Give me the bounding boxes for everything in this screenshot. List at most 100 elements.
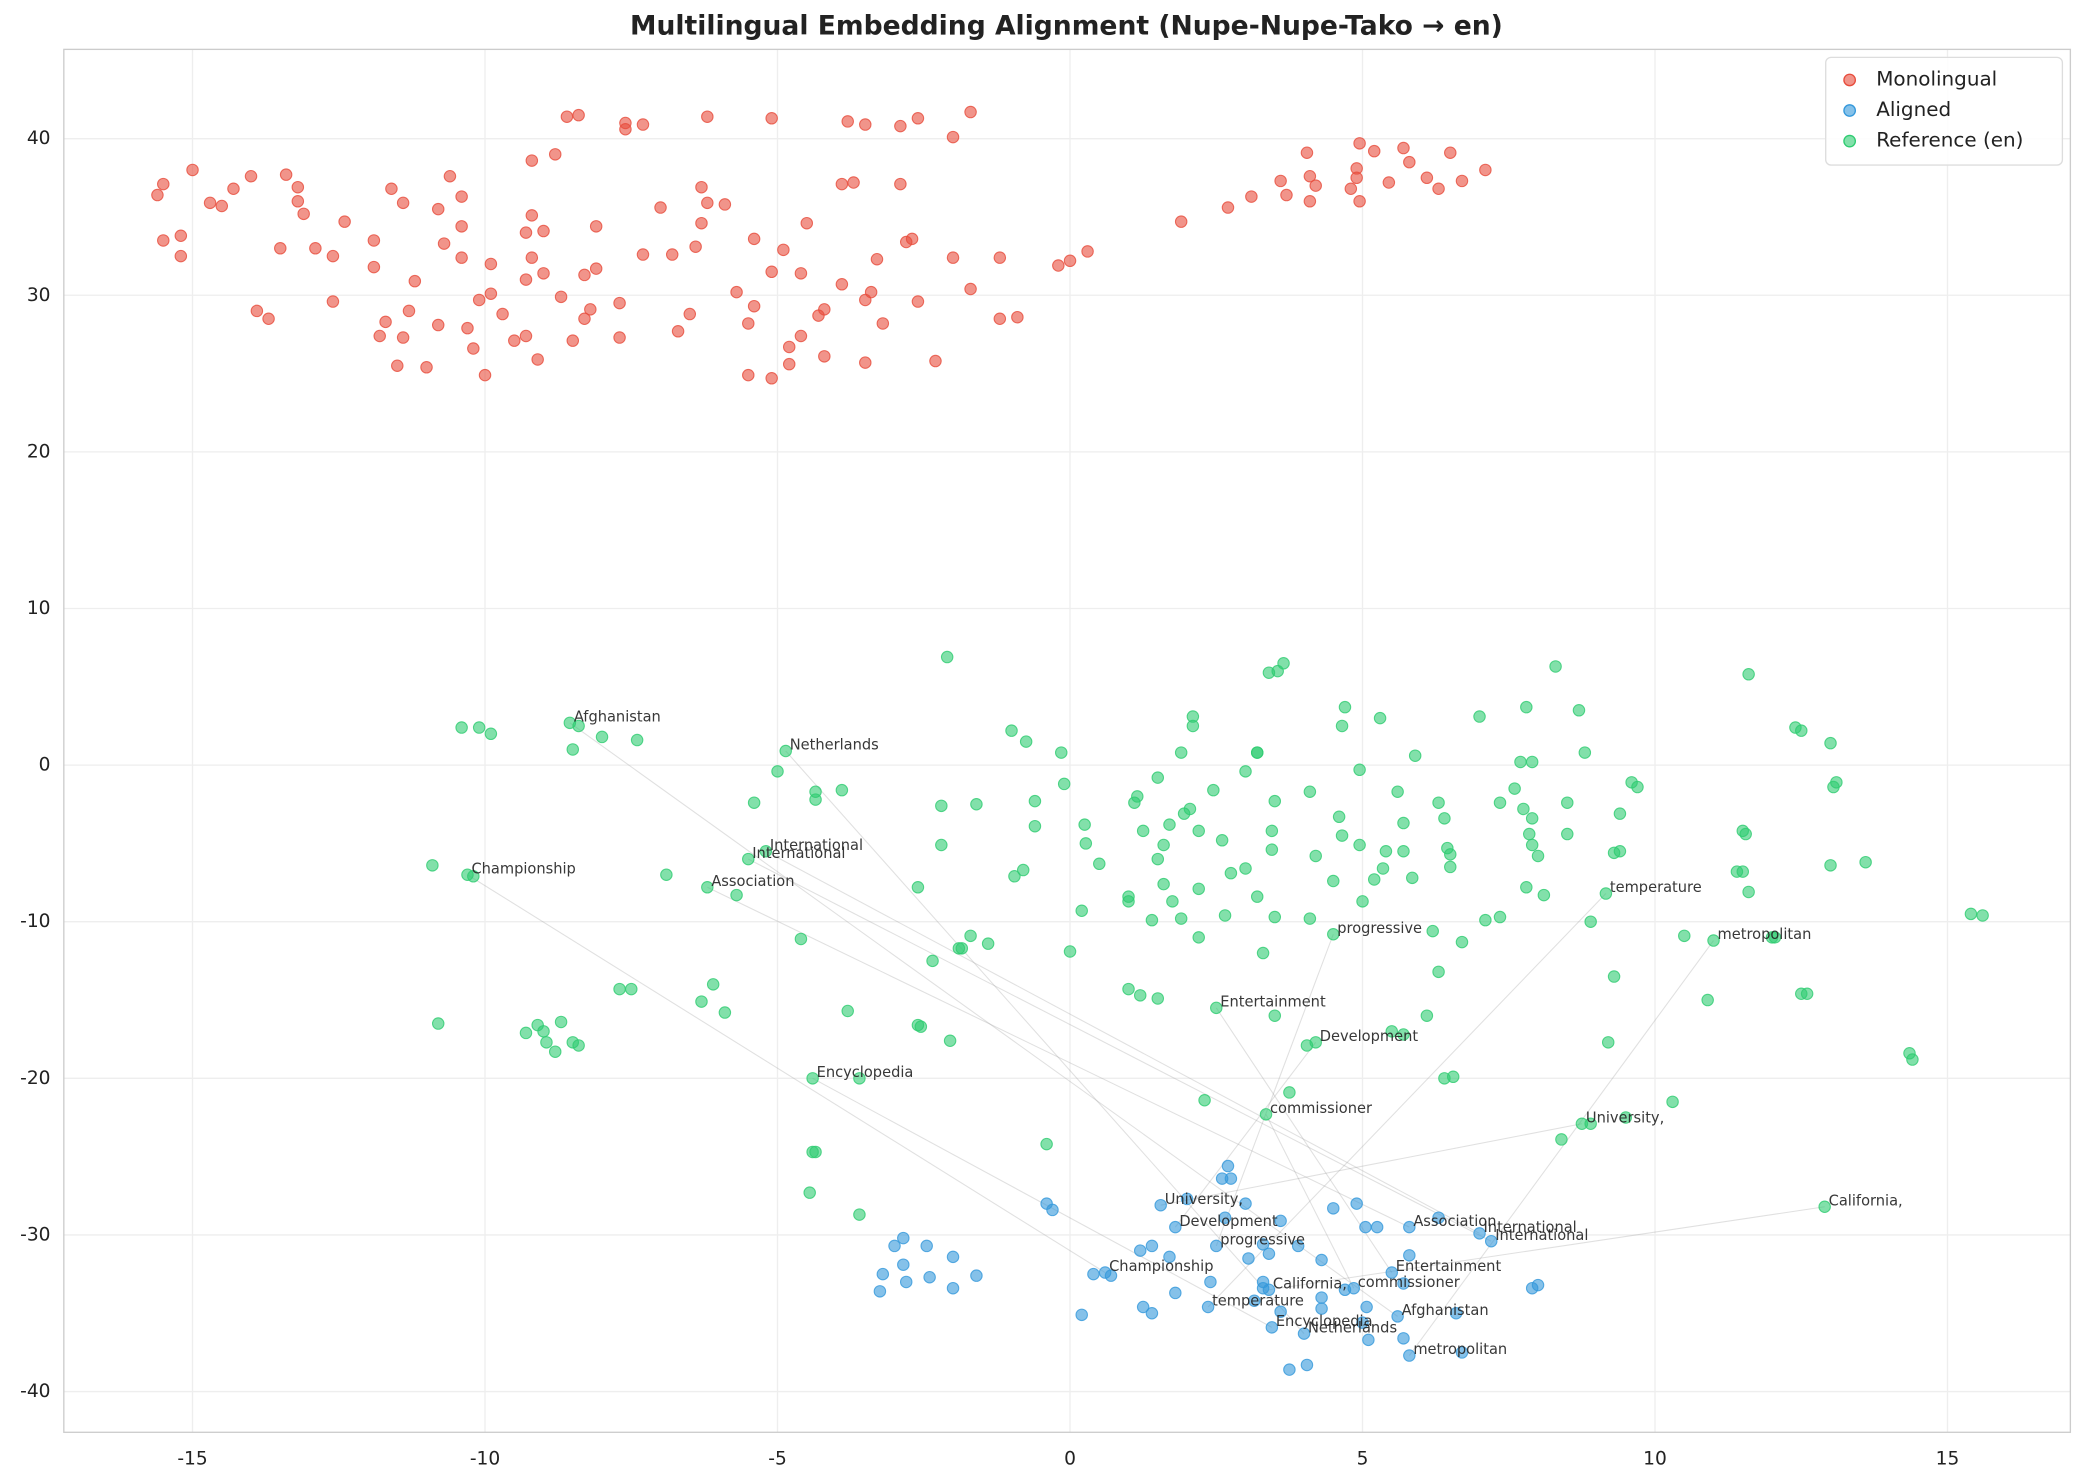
point xyxy=(841,1004,854,1018)
point xyxy=(1169,1220,1182,1234)
point xyxy=(636,248,650,261)
point xyxy=(572,1039,585,1052)
point xyxy=(1742,668,1755,681)
point xyxy=(1186,719,1200,733)
point xyxy=(935,838,948,852)
alignment-link xyxy=(1265,1114,1355,1289)
point xyxy=(1040,1137,1053,1151)
point xyxy=(1201,1300,1215,1314)
point xyxy=(1145,1239,1159,1253)
point xyxy=(1613,844,1627,858)
point xyxy=(701,196,714,210)
point xyxy=(1063,254,1077,268)
point xyxy=(1327,1202,1340,1215)
point xyxy=(835,783,849,797)
point xyxy=(1432,182,1445,196)
point xyxy=(1174,912,1188,925)
point xyxy=(654,201,667,214)
point xyxy=(1122,895,1135,908)
point xyxy=(461,321,474,335)
point xyxy=(1493,910,1507,924)
point xyxy=(613,331,626,344)
point xyxy=(519,273,533,286)
point-annotation: commissioner xyxy=(1270,1100,1372,1117)
point xyxy=(540,1036,553,1049)
point-annotation: Encyclopedia xyxy=(1276,1313,1373,1330)
point xyxy=(876,317,890,330)
point xyxy=(1136,1300,1150,1314)
point-annotation: Association xyxy=(1413,1213,1496,1230)
point xyxy=(1555,1133,1568,1146)
point xyxy=(1525,838,1539,852)
point xyxy=(943,1034,957,1048)
point xyxy=(923,1270,936,1284)
point xyxy=(1493,796,1507,809)
plot-frame xyxy=(63,48,2072,1433)
point xyxy=(1707,934,1720,947)
point-annotation: commissioner xyxy=(1358,1274,1460,1291)
point xyxy=(1104,1269,1118,1282)
point xyxy=(771,765,784,778)
point xyxy=(777,243,790,257)
point xyxy=(905,232,919,246)
point xyxy=(326,249,340,263)
point xyxy=(718,198,732,211)
point xyxy=(1397,1277,1410,1290)
point xyxy=(554,290,568,304)
point xyxy=(1360,1300,1373,1314)
point xyxy=(1397,1332,1410,1345)
point xyxy=(1373,711,1387,725)
alignment-link xyxy=(707,886,1410,1228)
point xyxy=(718,1006,732,1019)
point xyxy=(1315,1302,1328,1315)
point xyxy=(619,123,632,136)
point xyxy=(1028,819,1042,833)
point-annotation: California, xyxy=(1273,1275,1347,1292)
point xyxy=(1338,700,1352,714)
point xyxy=(402,304,416,318)
point-annotation: Entertainment xyxy=(1396,1258,1502,1275)
point xyxy=(1403,155,1416,169)
point xyxy=(589,220,603,233)
y-tick-label: -20 xyxy=(20,1068,50,1089)
point xyxy=(1192,931,1205,944)
point xyxy=(508,334,521,347)
point xyxy=(1248,1294,1261,1307)
point xyxy=(993,251,1007,264)
point xyxy=(338,215,351,228)
point xyxy=(1367,873,1381,886)
point-annotation: International xyxy=(752,845,845,862)
point xyxy=(1338,1283,1352,1297)
point xyxy=(1976,909,1989,922)
point xyxy=(467,342,480,355)
point xyxy=(1572,704,1586,717)
point xyxy=(578,312,591,326)
alignment-link xyxy=(785,750,1305,1334)
point xyxy=(1484,1234,1498,1248)
point xyxy=(1327,928,1340,941)
point xyxy=(1268,1009,1282,1022)
point xyxy=(1403,1349,1416,1362)
y-tick-label: -30 xyxy=(20,1224,50,1245)
data-layer: Afghanistan Netherlands Championship Intern… xyxy=(151,105,1989,1376)
point xyxy=(1795,724,1808,737)
point xyxy=(1268,910,1282,924)
point xyxy=(1827,780,1840,794)
point-annotation: progressive xyxy=(1220,1232,1305,1249)
point xyxy=(525,209,539,222)
point xyxy=(274,242,287,255)
point xyxy=(1259,1108,1273,1121)
point xyxy=(431,318,445,332)
point xyxy=(613,982,626,996)
point xyxy=(1265,1321,1279,1334)
point xyxy=(1379,844,1393,858)
point xyxy=(385,182,398,196)
point xyxy=(1198,1094,1211,1107)
point xyxy=(1403,1249,1416,1262)
point xyxy=(443,169,457,183)
point-annotation: temperature xyxy=(1212,1293,1304,1310)
point xyxy=(174,249,188,263)
point xyxy=(1151,992,1165,1005)
point xyxy=(911,295,925,308)
point xyxy=(1283,1086,1296,1099)
